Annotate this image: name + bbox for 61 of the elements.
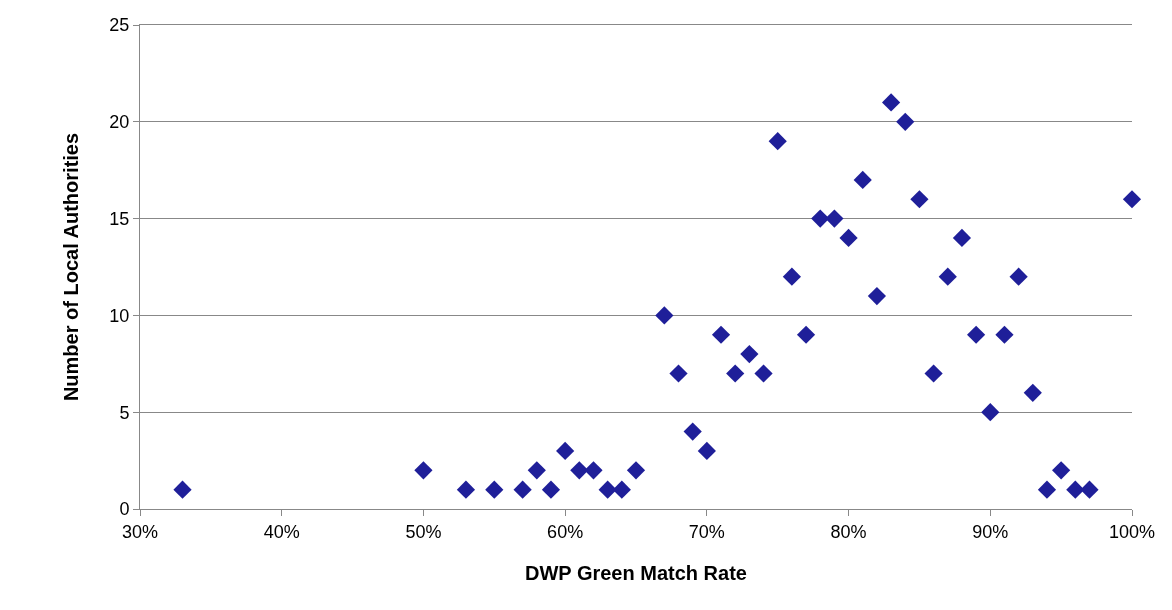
x-tick-label: 60% [547,521,584,542]
point [782,267,801,286]
point [811,209,830,228]
y-tick-label: 0 [119,499,130,520]
point [414,461,433,480]
point [981,403,1000,422]
y-tick-label: 25 [109,15,130,36]
point [173,480,192,499]
point [938,267,957,286]
point [584,461,603,480]
point [839,228,858,248]
point [598,480,617,499]
point [995,325,1014,344]
point [896,112,915,131]
point [867,286,887,306]
point [881,93,901,112]
point [1037,480,1057,499]
point [825,209,844,228]
point [726,364,745,383]
x-tick-label: 50% [405,521,442,542]
point [952,228,972,248]
point [541,480,561,499]
point [683,422,702,441]
point [1052,461,1071,480]
point [527,461,546,480]
point [1080,480,1099,499]
point [796,325,816,344]
x-tick-label: 90% [972,521,1009,542]
point [655,306,674,325]
point [711,325,731,344]
point [669,364,688,383]
x-tick-label: 70% [688,521,725,542]
point [754,364,773,383]
point [1066,480,1085,499]
x-tick-label: 40% [263,521,300,542]
point [513,480,532,499]
point [1023,383,1042,402]
point [768,132,787,151]
point [570,461,589,480]
point [910,190,929,209]
y-tick-label: 5 [119,402,130,423]
point [853,170,872,189]
x-tick-label: 30% [121,521,159,542]
point [485,480,504,499]
point [967,325,986,344]
point [924,364,943,383]
y-tick-label: 15 [109,208,130,229]
y-tick-label: 20 [109,112,130,133]
point [612,480,631,499]
y-tick-label: 10 [109,305,130,326]
x-tick-label: 80% [830,521,867,542]
point [697,441,716,461]
point [740,345,759,364]
y-axis-title: Number of Local Authorities [59,132,82,402]
point [1122,190,1142,209]
point [626,461,646,480]
point [1009,267,1028,286]
point [456,480,476,499]
x-axis-title: DWP Green Match Rate [525,562,747,585]
point [556,441,575,461]
x-tick-label: 100% [1108,521,1156,542]
